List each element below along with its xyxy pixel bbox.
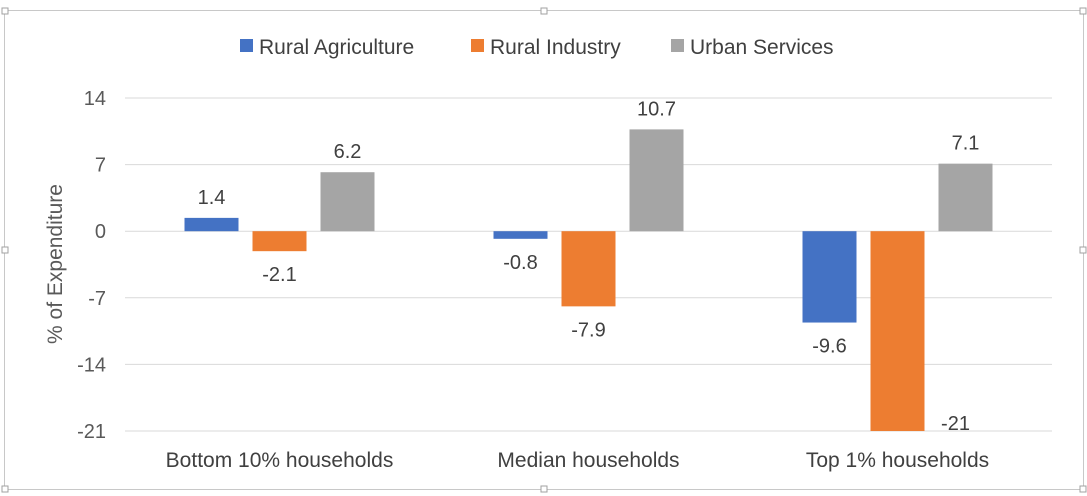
legend-swatch bbox=[240, 39, 253, 52]
resize-handle[interactable] bbox=[540, 7, 548, 15]
legend-label: Rural Agriculture bbox=[259, 36, 414, 59]
y-tick-label: 0 bbox=[95, 221, 106, 243]
data-label: -9.6 bbox=[812, 336, 846, 358]
resize-handle[interactable] bbox=[1, 485, 9, 493]
bars bbox=[184, 129, 993, 431]
data-label: 1.4 bbox=[198, 187, 226, 209]
y-tick-label: -14 bbox=[77, 354, 106, 376]
bar[interactable] bbox=[802, 231, 857, 323]
data-label: 6.2 bbox=[334, 141, 362, 163]
bar[interactable] bbox=[870, 231, 925, 431]
y-tick-label: -21 bbox=[77, 421, 106, 443]
y-axis-title: % of Expenditure bbox=[44, 184, 67, 344]
bar[interactable] bbox=[252, 231, 307, 252]
data-label: -2.1 bbox=[262, 264, 296, 286]
legend-swatch bbox=[671, 39, 684, 52]
x-category-label: Bottom 10% households bbox=[166, 449, 394, 472]
x-category-label: Median households bbox=[497, 449, 679, 472]
bar[interactable] bbox=[184, 217, 239, 232]
bar[interactable] bbox=[629, 129, 684, 232]
data-labels: 1.4 -2.1 6.2 -0.8 -7.9 10.7 -9.6 -21 7.1 bbox=[198, 98, 980, 435]
y-tick-label: 7 bbox=[95, 155, 106, 177]
data-label: -7.9 bbox=[571, 319, 605, 341]
legend-label: Rural Industry bbox=[490, 36, 621, 59]
y-tick-label: 14 bbox=[84, 88, 106, 110]
resize-handle[interactable] bbox=[1079, 7, 1087, 15]
y-tick-label: -7 bbox=[88, 288, 106, 310]
resize-handle[interactable] bbox=[1, 246, 9, 254]
data-label: -0.8 bbox=[503, 252, 537, 274]
resize-handle[interactable] bbox=[1079, 485, 1087, 493]
legend-label: Urban Services bbox=[690, 36, 834, 59]
data-label: 10.7 bbox=[637, 98, 676, 120]
resize-handle[interactable] bbox=[540, 485, 548, 493]
data-label: 7.1 bbox=[952, 133, 980, 155]
resize-handle[interactable] bbox=[1079, 246, 1087, 254]
bar[interactable] bbox=[320, 172, 375, 232]
legend: Rural Agriculture Rural Industry Urban Ser… bbox=[240, 36, 834, 59]
x-category-label: Top 1% households bbox=[806, 449, 989, 472]
data-label: -21 bbox=[941, 413, 970, 435]
legend-swatch bbox=[471, 39, 484, 52]
x-axis-categories: Bottom 10% households Median households To… bbox=[166, 449, 989, 472]
bar[interactable] bbox=[938, 163, 993, 232]
bar[interactable] bbox=[493, 231, 548, 239]
resize-handle[interactable] bbox=[1, 7, 9, 15]
y-axis-ticks: 14 7 0 -7 -14 -21 bbox=[77, 88, 106, 443]
bar[interactable] bbox=[561, 231, 616, 307]
